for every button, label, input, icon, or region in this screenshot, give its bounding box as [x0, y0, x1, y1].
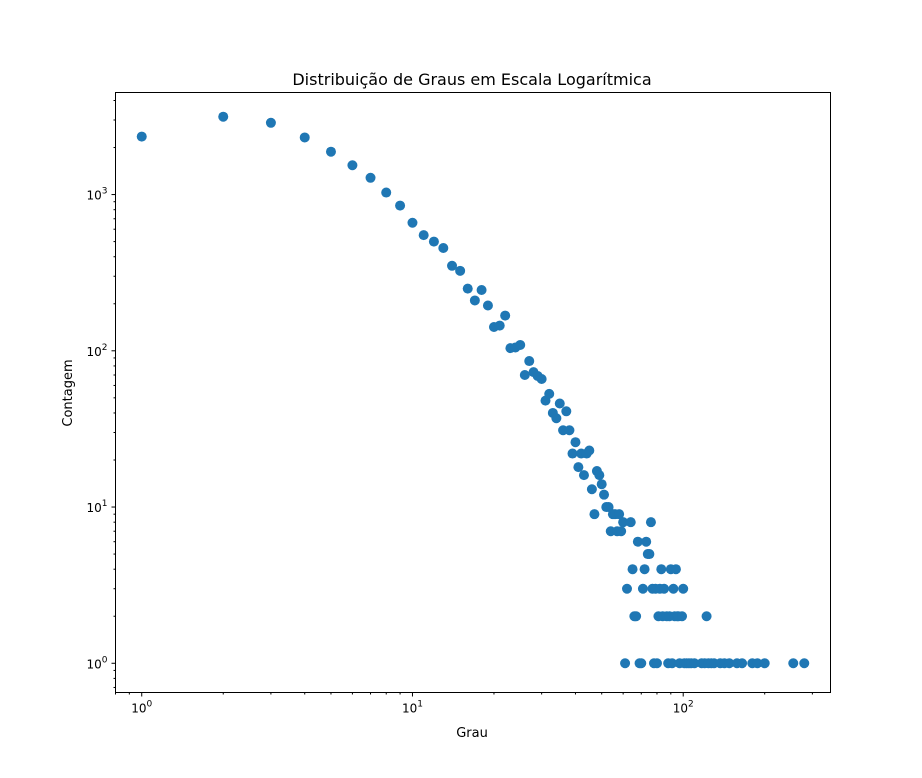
- data-point-37: [564, 425, 575, 436]
- data-point-65: [631, 611, 642, 622]
- data-point-81: [656, 564, 667, 575]
- y-tick-label: 100: [86, 655, 107, 671]
- data-point-25: [519, 370, 530, 380]
- data-point-59: [618, 517, 629, 528]
- data-point-96: [678, 583, 689, 594]
- data-point-52: [603, 502, 614, 513]
- data-point-57: [614, 509, 625, 520]
- ticks-layer: 100 101 102 100 101 102 103: [86, 99, 813, 716]
- data-point-78: [651, 658, 662, 669]
- data-point-16: [469, 295, 480, 306]
- data-point-49: [596, 479, 607, 490]
- data-point-42: [578, 470, 589, 481]
- data-point-10: [418, 230, 429, 241]
- x-tick-label: 102: [673, 700, 694, 716]
- x-tick-label: 100: [131, 700, 152, 716]
- data-point-13: [447, 260, 458, 271]
- data-point-7: [381, 187, 392, 198]
- data-point-17: [476, 284, 487, 295]
- data-point-61: [622, 583, 632, 594]
- y-tick-label: 101: [86, 499, 107, 515]
- data-point-46: [589, 509, 600, 520]
- data-point-38: [567, 448, 578, 459]
- data-point-101: [689, 658, 700, 669]
- data-point-91: [670, 564, 681, 575]
- data-point-11: [428, 236, 439, 247]
- data-point-3: [299, 132, 310, 143]
- data-point-66: [632, 536, 643, 547]
- data-point-89: [668, 583, 679, 594]
- data-point-73: [644, 549, 655, 560]
- data-point-1: [218, 111, 229, 122]
- data-point-83: [659, 583, 670, 594]
- data-point-31: [544, 388, 555, 399]
- data-point-6: [365, 172, 376, 183]
- data-point-95: [677, 611, 688, 622]
- data-point-50: [599, 489, 610, 500]
- data-point-36: [561, 406, 572, 417]
- data-point-48: [594, 470, 605, 481]
- x-tick-label: 101: [402, 700, 423, 716]
- data-point-39: [570, 437, 581, 448]
- data-point-117: [799, 658, 810, 669]
- data-point-40: [573, 462, 584, 473]
- data-point-20: [494, 320, 505, 331]
- data-point-45: [586, 484, 597, 495]
- data-point-114: [752, 658, 763, 669]
- data-point-112: [737, 658, 748, 669]
- data-point-12: [438, 242, 449, 253]
- y-tick-label: 102: [86, 343, 107, 359]
- data-point-69: [637, 583, 648, 594]
- y-tick-label: 103: [86, 187, 107, 203]
- data-point-21: [500, 310, 511, 321]
- data-point-116: [788, 658, 799, 669]
- data-point-0: [136, 131, 147, 142]
- data-point-58: [616, 526, 627, 537]
- data-point-9: [407, 217, 418, 228]
- data-point-4: [325, 146, 336, 157]
- data-point-88: [667, 658, 678, 669]
- y-axis-label: Contagem: [61, 359, 76, 426]
- data-point-33: [551, 413, 562, 424]
- data-point-74: [645, 517, 656, 528]
- data-point-110: [724, 658, 735, 669]
- data-point-71: [641, 536, 652, 547]
- x-axis-label: Grau: [456, 726, 488, 741]
- data-point-2: [265, 117, 276, 128]
- data-point-14: [455, 265, 466, 276]
- data-point-115: [759, 658, 770, 669]
- data-point-60: [620, 658, 631, 669]
- data-point-8: [395, 200, 406, 211]
- data-point-70: [639, 564, 650, 575]
- data-point-24: [515, 339, 526, 350]
- data-point-26: [524, 356, 535, 367]
- data-point-63: [627, 564, 638, 575]
- data-point-44: [584, 445, 595, 456]
- data-point-29: [536, 373, 547, 384]
- chart-title: Distribuição de Graus em Escala Logarítm…: [292, 70, 651, 89]
- points-layer: [136, 111, 810, 669]
- data-point-5: [347, 160, 358, 171]
- plot-frame: [115, 92, 831, 693]
- data-point-68: [636, 658, 647, 669]
- data-point-62: [625, 517, 636, 528]
- data-point-104: [701, 611, 712, 622]
- data-point-34: [554, 398, 565, 409]
- data-point-15: [462, 283, 473, 294]
- data-point-18: [482, 300, 493, 311]
